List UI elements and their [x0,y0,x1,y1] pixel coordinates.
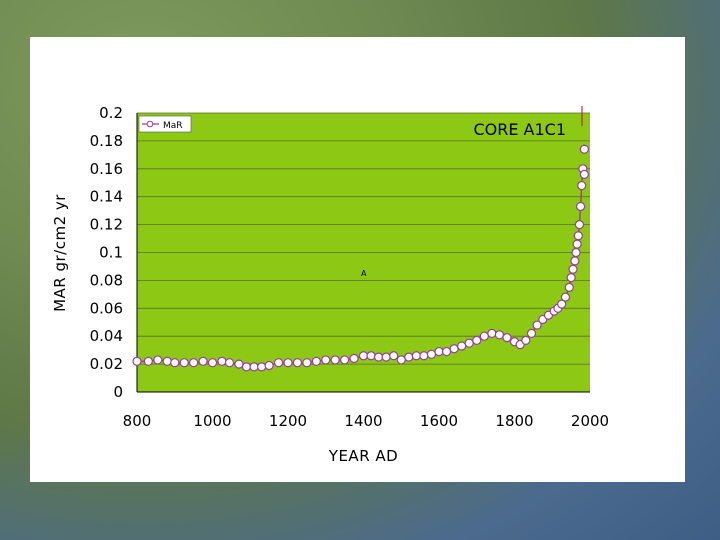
data-point [249,362,259,372]
x-tick-label: 1400 [344,412,382,430]
data-point [441,346,452,357]
data-point [571,247,581,258]
data-point [494,330,504,340]
data-point [349,353,359,364]
data-point [560,292,571,302]
y-tick-label: 0.06 [90,299,123,317]
data-point [389,351,399,361]
data-point [217,356,227,366]
data-point [575,201,586,212]
data-point [381,352,391,362]
x-tick-label: 1600 [420,412,458,430]
data-point [434,346,444,357]
data-point [574,220,585,230]
data-point [283,358,293,368]
data-point [479,331,489,341]
data-point [162,356,172,366]
data-point [207,358,218,368]
legend: MaR [138,115,192,133]
y-tick-label: 0.18 [90,132,123,150]
y-tick-label: 0.1 [99,244,123,262]
data-point [526,328,537,339]
data-point [132,356,142,366]
y-tick-label: 0.2 [99,104,123,122]
legend-label: MaR [163,121,183,131]
data-point [464,338,474,348]
data-point [224,358,235,368]
data-point [557,299,567,309]
data-point [292,358,303,368]
data-point [404,352,414,362]
chart-title: CORE A1C1 [473,120,566,139]
data-point [234,359,244,369]
data-point [256,362,267,372]
data-point [573,231,583,241]
data-point [419,351,429,361]
data-point [241,362,252,372]
data-point [374,352,384,362]
data-point [366,351,376,361]
data-point [564,282,574,292]
data-point [302,358,312,368]
data-point [273,358,284,368]
y-tick-label: 0 [113,383,123,401]
data-point [457,341,467,351]
data-point [577,180,587,191]
x-tick-label: 1200 [269,412,307,430]
data-point [358,351,369,361]
data-point [311,356,321,366]
data-point [572,239,582,249]
y-axis-label: MAR gr/cm2 yr [51,194,69,312]
data-point [472,335,482,345]
x-tick-label: 800 [123,412,152,430]
y-tick-labels: 0 0.02 0.04 0.06 0.08 0.1 0.12 0.14 0.16 0.18 0.2 [90,104,123,401]
annotation-label: A [361,269,367,278]
x-tick-label: 2000 [571,412,609,430]
x-tick-labels: 800 1000 1200 1400 1600 1800 2000 [123,412,609,430]
legend-marker-swatch [146,120,154,128]
x-axis-label: YEAR AD [328,447,398,465]
data-point [579,144,589,154]
data-point [170,358,180,368]
data-point [449,344,459,354]
y-tick-label: 0.12 [90,216,123,234]
data-point [198,356,208,366]
data-point [143,356,153,366]
data-point [568,264,578,274]
data-point [487,328,497,339]
x-tick-label: 1000 [193,412,231,430]
x-tick-label: 1800 [495,412,533,430]
data-point [153,355,163,365]
data-point [340,355,350,365]
data-point [532,320,542,330]
series-layer [132,144,589,372]
y-tick-label: 0.02 [90,355,123,373]
y-tick-label: 0.16 [90,160,123,178]
y-tick-label: 0.08 [90,271,123,289]
data-point [321,355,331,365]
data-point [426,349,437,359]
data-point [411,351,421,361]
data-point [330,355,340,365]
data-point [264,360,274,371]
y-tick-label: 0.04 [90,327,123,345]
legend-box [138,115,192,133]
data-point [566,273,576,283]
data-point [179,358,189,368]
data-point [396,355,406,365]
data-point [521,335,531,345]
data-point [189,358,199,368]
data-point [570,256,580,266]
y-tick-label: 0.14 [90,188,123,206]
data-point [502,332,512,343]
data-point [579,169,589,179]
